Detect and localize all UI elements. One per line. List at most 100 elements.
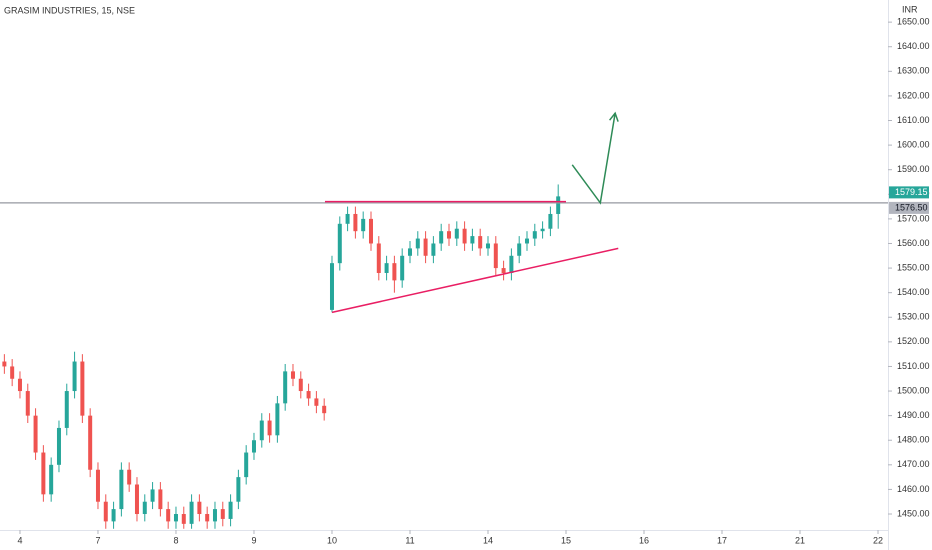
price-line-label: 1576.50: [895, 202, 928, 212]
y-tick-label: 1520.00: [897, 336, 930, 346]
candle-body: [446, 231, 451, 239]
candle-body: [95, 469, 100, 502]
candle-body: [72, 361, 77, 392]
y-tick-label: 1640.00: [897, 41, 930, 51]
y-tick-label: 1530.00: [897, 312, 930, 322]
currency-label: INR: [902, 4, 918, 14]
candle-body: [64, 391, 69, 428]
chart-title: GRASIM INDUSTRIES, 15, NSE: [4, 5, 135, 15]
y-tick-label: 1450.00: [897, 508, 930, 518]
candle-body: [493, 243, 498, 269]
candle-body: [485, 243, 490, 249]
candle-body: [384, 263, 389, 273]
candle-body: [314, 398, 319, 406]
y-tick-label: 1600.00: [897, 139, 930, 149]
candle-body: [556, 196, 561, 214]
candle-body: [517, 243, 522, 256]
candle-body: [454, 228, 459, 239]
candle-body: [361, 218, 366, 232]
candle-body: [298, 378, 303, 392]
candle-body: [368, 218, 373, 244]
drawing-line: [571, 113, 616, 205]
candle-body: [158, 489, 163, 510]
candle-body: [431, 243, 436, 256]
arrow-head: [609, 111, 619, 122]
x-tick-label: 11: [405, 535, 414, 545]
candle-body: [267, 420, 272, 436]
candle-body: [423, 238, 428, 256]
candle-body: [259, 420, 264, 441]
candle-body: [220, 509, 225, 519]
candle-body: [439, 231, 444, 244]
drawing-line: [331, 247, 619, 314]
y-tick-label: 1550.00: [897, 262, 930, 272]
candle-body: [501, 268, 506, 273]
x-tick-label: 16: [639, 535, 649, 545]
y-tick-label: 1510.00: [897, 361, 930, 371]
candle-body: [17, 378, 22, 392]
candle-body: [376, 243, 381, 273]
candle-body: [306, 391, 311, 399]
candle-body: [290, 371, 295, 379]
candle-body: [181, 514, 186, 524]
candle-body: [478, 236, 483, 249]
x-tick-label: 8: [173, 535, 178, 545]
x-tick-label: 10: [327, 535, 337, 545]
last-price-box: [889, 186, 929, 199]
candle-body: [142, 501, 147, 515]
candle-body: [470, 236, 475, 244]
candle-body: [173, 514, 178, 522]
candle-body: [407, 248, 412, 256]
candle-body: [345, 213, 350, 224]
candle-body: [415, 238, 420, 249]
candle-body: [166, 509, 171, 522]
candle-body: [103, 501, 108, 522]
y-tick-label: 1620.00: [897, 90, 930, 100]
candle-body: [25, 391, 30, 416]
y-tick-label: 1540.00: [897, 287, 930, 297]
candle-body: [88, 415, 93, 470]
candle-body: [540, 228, 545, 232]
x-tick-label: 7: [95, 535, 100, 545]
y-tick-label: 1480.00: [897, 435, 930, 445]
candle-body: [189, 501, 194, 524]
candle-body: [275, 403, 280, 436]
candle-body: [244, 452, 249, 478]
x-tick-label: 22: [873, 535, 883, 545]
y-tick-label: 1570.00: [897, 213, 930, 223]
candle-body: [236, 477, 241, 502]
last-price-label: 1579.15: [895, 187, 928, 197]
candle-body: [462, 228, 467, 244]
candle-body: [548, 213, 553, 229]
candle-body: [509, 255, 514, 273]
candle-body: [228, 501, 233, 519]
y-tick-label: 1500.00: [897, 385, 930, 395]
y-tick-label: 1590.00: [897, 164, 930, 174]
y-tick-label: 1650.00: [897, 17, 930, 27]
candle-body: [524, 238, 529, 244]
candle-body: [322, 405, 327, 414]
candle-body: [205, 514, 210, 522]
candle-body: [400, 255, 405, 281]
candle-body: [329, 263, 334, 310]
candle-body: [353, 213, 358, 232]
candle-body: [212, 509, 217, 522]
candle-body: [337, 223, 342, 264]
x-tick-label: 4: [17, 535, 22, 545]
candle-body: [33, 415, 38, 453]
candle-body: [49, 464, 54, 495]
candle-body: [134, 484, 139, 515]
y-tick-label: 1630.00: [897, 66, 930, 76]
candle-body: [283, 371, 288, 404]
x-tick-label: 14: [483, 535, 493, 545]
y-tick-label: 1460.00: [897, 484, 930, 494]
x-tick-label: 21: [795, 535, 805, 545]
y-tick-label: 1490.00: [897, 410, 930, 420]
candle-body: [119, 469, 124, 510]
candle-body: [10, 366, 15, 379]
candle-body: [197, 501, 202, 515]
candle-body: [392, 263, 397, 281]
candle-body: [532, 231, 537, 239]
